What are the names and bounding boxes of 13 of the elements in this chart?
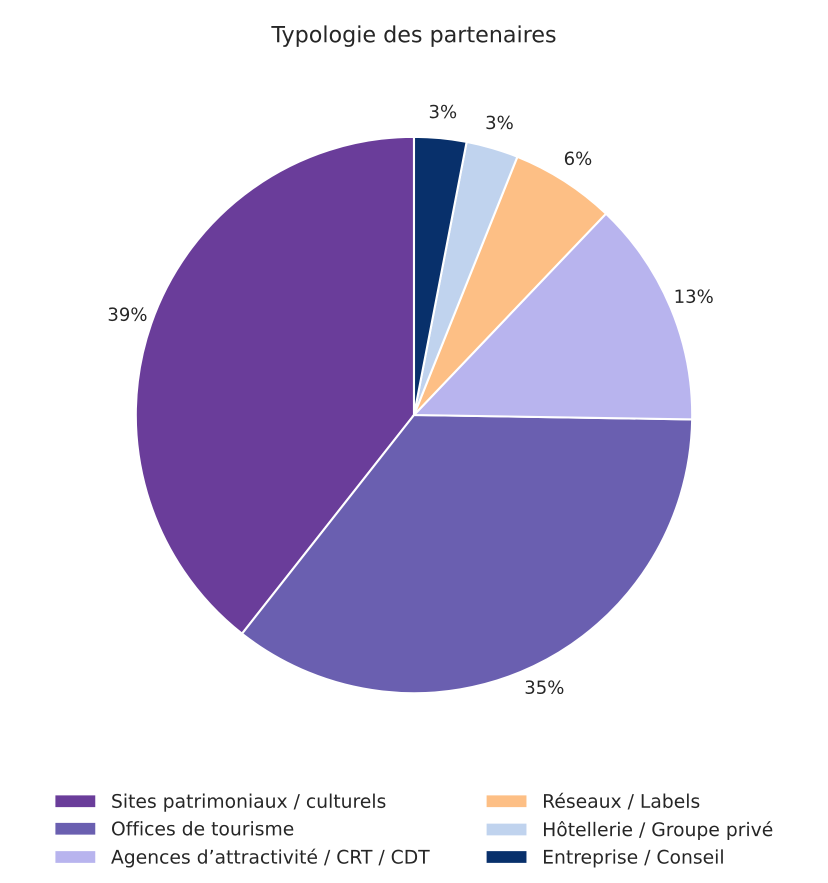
legend-label: Agences d’attractivité / CRT / CDT [111, 848, 430, 868]
legend-label: Offices de tourisme [112, 821, 294, 836]
chart-title: Typologie des partenaires [271, 25, 556, 47]
data-label: 13% [676, 289, 713, 304]
legend-label: Entreprise / Conseil [544, 849, 723, 868]
legend-label: Hôtellerie / Groupe privé [544, 821, 772, 840]
data-label: 6% [564, 151, 592, 166]
data-label: 3% [486, 116, 513, 130]
data-label: 35% [526, 680, 564, 694]
legend-label: Sites patrimoniaux / culturels [112, 794, 386, 812]
legend-label: Réseaux / Labels [544, 792, 700, 810]
data-label: 3% [430, 104, 456, 118]
data-label: 39% [108, 307, 146, 322]
